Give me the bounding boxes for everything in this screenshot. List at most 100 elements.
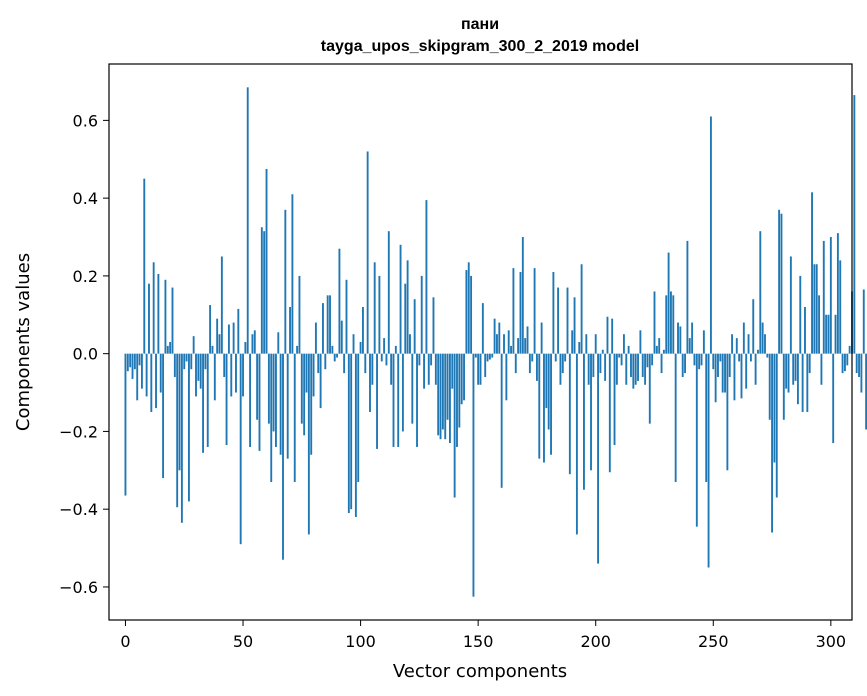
bar-120	[406, 260, 409, 354]
bar-74	[298, 275, 301, 354]
bar-36	[209, 305, 212, 354]
bar-114	[392, 353, 395, 447]
bar-222	[646, 353, 649, 368]
bar-61	[267, 353, 270, 424]
bar-232	[670, 291, 672, 354]
x-tick-label-300: 300	[816, 632, 847, 651]
bar-225	[653, 291, 656, 354]
bar-235	[677, 322, 679, 354]
bar-15	[159, 353, 162, 393]
bar-216	[632, 353, 635, 389]
bar-67	[282, 353, 284, 560]
bar-238	[684, 353, 686, 374]
bar-311	[855, 353, 858, 374]
bar-24	[180, 353, 183, 523]
bar-224	[651, 353, 654, 366]
bar-179	[545, 353, 548, 409]
bar-210	[618, 353, 621, 358]
bar-32	[199, 353, 202, 389]
bar-151	[479, 353, 482, 385]
y-tick-label-5: 0.4	[73, 189, 98, 208]
bar-258	[731, 334, 734, 354]
bar-191	[573, 297, 576, 354]
bar-270	[759, 231, 762, 354]
y-axis: −0.6 −0.4 −0.2 0.0 0.2 0.4 0.6	[59, 111, 109, 597]
bar-99	[357, 353, 360, 482]
y-tick-label-1: −0.4	[59, 500, 98, 519]
x-tick-label-50: 50	[233, 632, 253, 651]
bar-294	[815, 264, 818, 354]
bar-262	[740, 353, 743, 399]
bar-298	[825, 314, 828, 354]
bar-126	[420, 275, 423, 354]
bar-305	[841, 353, 844, 374]
bar-5	[136, 353, 139, 401]
x-axis: 0 50 100 150 200 250 300	[120, 620, 846, 651]
bar-280	[782, 353, 785, 420]
bar-212	[622, 334, 625, 354]
bar-263	[742, 322, 745, 354]
bar-43	[225, 353, 228, 446]
bar-274	[768, 353, 771, 420]
bar-100	[359, 342, 362, 354]
bar-89	[333, 353, 336, 362]
bar-39	[216, 318, 219, 354]
bar-81	[314, 322, 317, 354]
bar-175	[535, 353, 538, 381]
bar-217	[634, 353, 637, 385]
bar-76	[303, 353, 306, 436]
bar-303	[836, 233, 839, 354]
bar-165	[512, 268, 515, 354]
bar-112	[387, 231, 390, 354]
bar-286	[796, 353, 799, 405]
bar-141	[456, 353, 458, 447]
bar-304	[839, 260, 842, 354]
bar-254	[721, 353, 724, 393]
bar-256	[726, 353, 729, 471]
bar-12	[152, 262, 155, 354]
bar-170	[524, 338, 527, 354]
bar-18	[166, 345, 169, 354]
bar-146	[467, 262, 470, 354]
bar-195	[583, 353, 585, 490]
bar-65	[277, 332, 280, 354]
y-axis-label: Components values	[13, 253, 34, 431]
bar-92	[340, 320, 343, 354]
bar-70	[289, 307, 291, 354]
bar-297	[822, 240, 825, 354]
bar-168	[519, 272, 522, 354]
bar-312	[858, 353, 860, 377]
bar-300	[829, 237, 832, 354]
bar-288	[801, 353, 804, 412]
bar-186	[561, 353, 564, 374]
bar-22	[176, 353, 179, 508]
bar-118	[401, 353, 404, 432]
bar-59	[263, 231, 266, 354]
bar-0	[124, 353, 127, 496]
bar-287	[799, 275, 802, 354]
bar-313	[860, 353, 863, 393]
bar-180	[547, 353, 550, 430]
bar-135	[441, 353, 444, 430]
bar-240	[688, 338, 691, 354]
bar-8	[143, 178, 146, 354]
bar-95	[347, 353, 350, 514]
bar-231	[667, 252, 670, 354]
bar-188	[566, 287, 569, 354]
bar-281	[785, 353, 788, 389]
bar-205	[606, 316, 609, 354]
bar-38	[213, 353, 216, 401]
bar-314	[862, 289, 865, 354]
y-tick-label-6: 0.6	[73, 111, 98, 130]
bar-21	[173, 353, 176, 377]
bar-98	[354, 353, 357, 517]
bar-93	[343, 353, 346, 374]
bar-4	[133, 353, 136, 370]
bar-155	[488, 353, 491, 360]
bar-301	[832, 353, 835, 444]
bar-192	[575, 353, 578, 535]
bar-153	[484, 353, 487, 377]
bar-306	[844, 353, 846, 372]
bar-268	[754, 353, 757, 385]
bar-167	[517, 338, 520, 354]
